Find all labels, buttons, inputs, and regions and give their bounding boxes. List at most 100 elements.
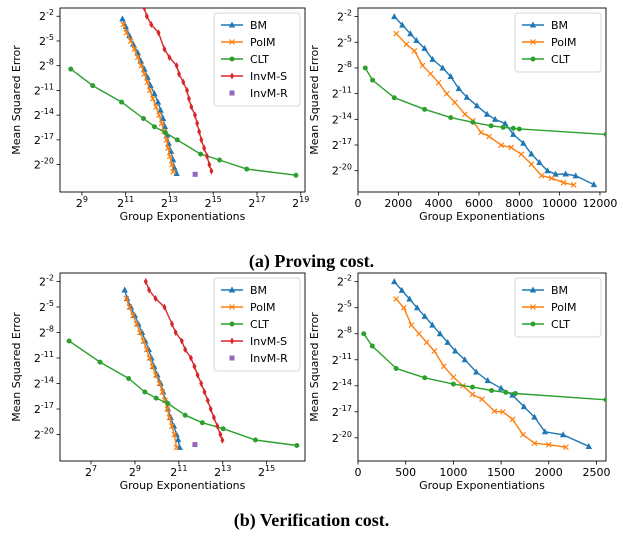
point-invm-s: [215, 422, 220, 430]
x-tick-label: 4000: [425, 197, 453, 210]
x-tick-label: 211: [117, 195, 134, 210]
point-polm: [509, 416, 516, 423]
point-polm: [134, 54, 141, 61]
legend: BM PolM CLT: [514, 277, 602, 338]
point-polm: [411, 47, 418, 54]
point-bm: [528, 150, 535, 157]
point-clt: [391, 95, 397, 101]
point-polm: [548, 175, 555, 182]
point-bm: [421, 44, 428, 51]
x-tick-label: 12000: [582, 197, 617, 210]
legend-item-clt: CLT: [522, 318, 570, 331]
point-polm: [126, 304, 133, 311]
point-polm: [469, 391, 476, 398]
point-bm: [447, 73, 454, 80]
legend-box: [514, 12, 602, 73]
point-bm: [473, 368, 480, 375]
point-invm-s: [211, 414, 216, 422]
point-bm: [559, 431, 567, 438]
point-bm: [452, 347, 459, 354]
point-polm: [163, 136, 170, 143]
point-polm: [403, 41, 410, 48]
point-polm: [129, 312, 136, 319]
point-invm-s: [174, 62, 179, 70]
point-invm-s: [199, 380, 204, 388]
y-tick-label: 2-11: [332, 86, 352, 101]
point-bm: [461, 356, 469, 363]
x-tick-label: 29: [129, 464, 141, 479]
point-clt: [422, 106, 428, 112]
series-line-invm-s: [143, 8, 213, 172]
point-clt: [603, 131, 606, 137]
point-clt: [174, 137, 180, 143]
legend-label: BM: [551, 19, 568, 32]
y-tick-label: 2-5: [337, 34, 352, 49]
y-tick-label: 2-5: [39, 299, 54, 314]
point-bm: [463, 93, 471, 100]
point-bm: [159, 114, 167, 121]
point-invm-s: [183, 345, 188, 353]
legend-item-bm: BM: [221, 19, 267, 32]
point-polm: [156, 112, 162, 119]
point-bm: [399, 21, 406, 28]
point-bm: [119, 15, 126, 22]
x-axis-label: Group Exponentiations: [120, 479, 246, 492]
point-polm: [166, 153, 173, 160]
point-clt: [516, 126, 522, 132]
x-tick-label: 500: [395, 466, 416, 479]
point-polm: [152, 372, 159, 378]
series-group: [66, 278, 300, 451]
series-line-clt: [363, 333, 606, 401]
point-clt: [244, 166, 250, 172]
chart-b-right: 0 500 1000 1500 2000 2500 2-20 2-17 2-14 2-11 2-8 2…: [308, 272, 610, 492]
legend-item-invm-s: InvM-S: [221, 335, 287, 348]
series-invm-s: [142, 8, 214, 175]
series-group: [361, 278, 606, 451]
point-polm: [159, 389, 166, 395]
point-bm: [455, 85, 463, 92]
point-invm-s: [205, 396, 210, 404]
point-clt: [252, 437, 258, 443]
y-tick-label: 2-8: [39, 325, 54, 340]
legend-marker: [530, 56, 536, 62]
legend-item-bm: BM: [522, 19, 568, 32]
plot-frame: [59, 272, 306, 462]
chart-a-left: 29 211 213 215 217 219 2-20 2-17 2-14 2-11 2-8 2-5 2…: [10, 7, 309, 223]
x-axis-label: Group Exponentiations: [120, 210, 246, 223]
point-invm-s: [153, 295, 158, 303]
point-invm-s: [207, 161, 212, 169]
point-polm: [508, 144, 515, 151]
point-bm: [429, 321, 436, 328]
point-bm: [531, 413, 538, 420]
point-bm: [484, 377, 491, 384]
legend-item-clt: CLT: [221, 318, 269, 331]
x-tick-label: 2500: [582, 466, 610, 479]
legend-box: [514, 277, 602, 338]
point-clt: [199, 420, 205, 426]
point-clt: [68, 66, 74, 72]
legend-label: PolM: [250, 36, 276, 49]
point-bm: [483, 110, 491, 117]
point-polm: [164, 406, 171, 412]
legend-marker: [228, 21, 236, 28]
point-polm: [127, 38, 134, 44]
x-tick-label: 213: [214, 464, 231, 479]
legend-marker: [229, 90, 235, 96]
point-polm: [570, 182, 577, 188]
point-clt: [489, 387, 495, 393]
point-polm: [131, 46, 138, 53]
y-tick-label: 2-11: [34, 350, 54, 365]
point-invm-s: [205, 152, 210, 160]
point-bm: [439, 64, 446, 71]
legend-item-polm: PolM: [221, 301, 276, 314]
x-tick-label: 6000: [465, 197, 493, 210]
point-polm: [560, 179, 567, 186]
x-tick-label: 8000: [505, 197, 533, 210]
point-polm: [393, 30, 400, 37]
point-clt: [140, 115, 146, 121]
legend-item-invm-s: InvM-S: [221, 70, 287, 83]
point-bm: [590, 181, 598, 188]
y-tick-label: 2-14: [34, 376, 54, 391]
legend-marker: [230, 337, 234, 345]
point-bm: [413, 304, 421, 311]
